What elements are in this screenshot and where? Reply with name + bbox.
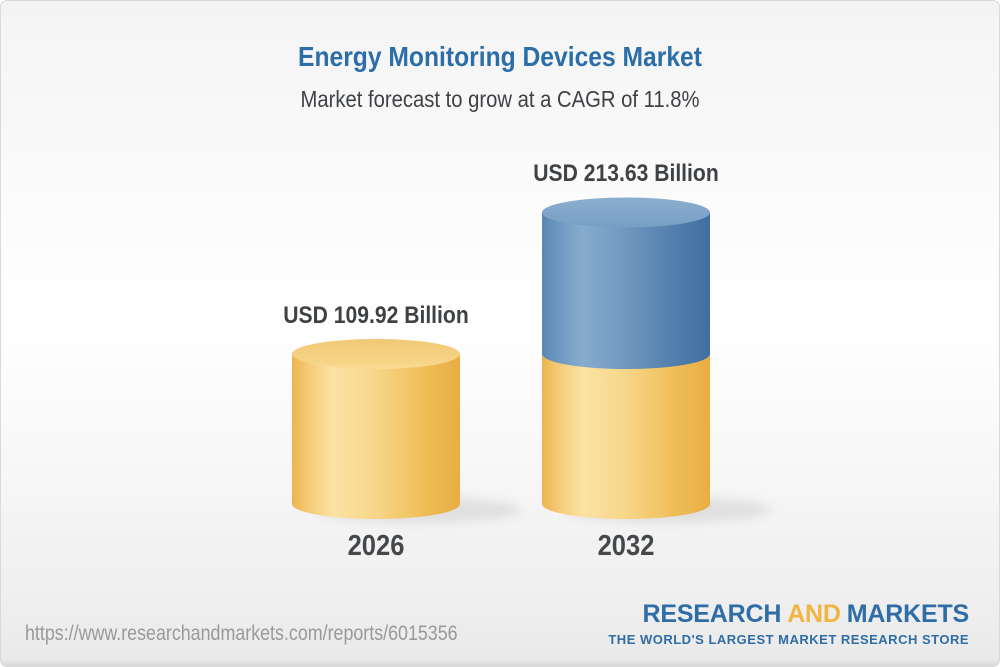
brand-logo: RESEARCH AND MARKETS THE WORLD'S LARGEST M…	[608, 600, 969, 647]
chart-title: Energy Monitoring Devices Market	[298, 41, 702, 72]
category-label-2026: 2026	[347, 530, 405, 562]
value-label-2032: USD 213.63 Billion	[533, 160, 719, 188]
chart-subtitle: Market forecast to grow at a CAGR of 11.…	[300, 86, 700, 112]
value-label-2026: USD 109.92 Billion	[283, 302, 469, 329]
brand-tagline: THE WORLD'S LARGEST MARKET RESEARCH STOR…	[608, 631, 969, 647]
logo-word-markets: MARKETS	[846, 600, 969, 628]
source-url[interactable]: https://www.researchandmarkets.com/repor…	[25, 622, 458, 645]
logo-word-and: AND	[787, 600, 841, 628]
category-label-2032: 2032	[597, 530, 655, 562]
brand-logo-wordmark: RESEARCH AND MARKETS	[608, 600, 970, 629]
logo-word-research: RESEARCH	[642, 600, 782, 628]
